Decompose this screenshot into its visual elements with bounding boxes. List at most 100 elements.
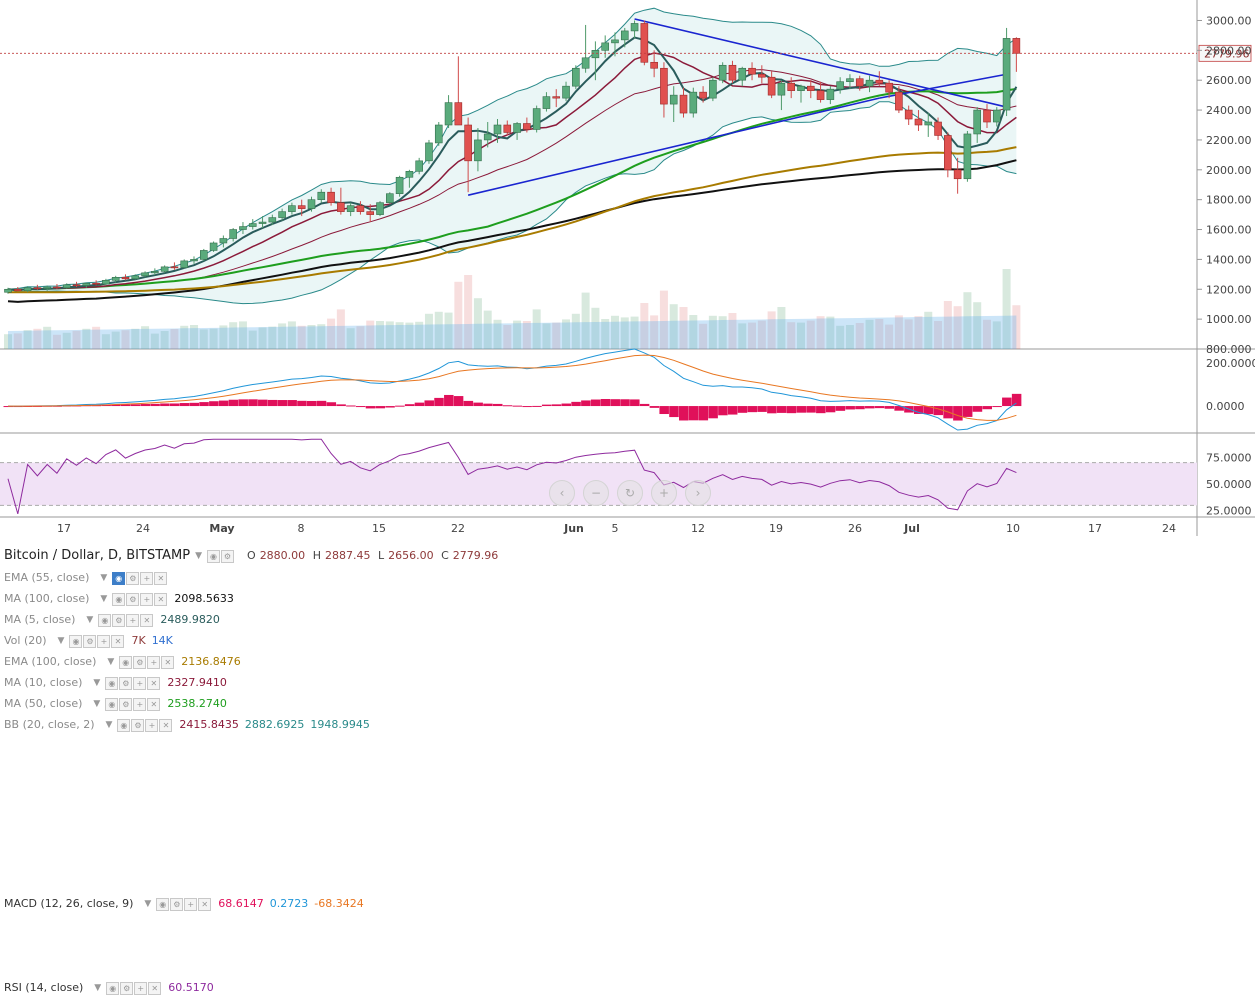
add-icon[interactable]: + [140, 571, 154, 585]
chevron-down-icon[interactable]: ▼ [107, 657, 115, 667]
settings-icon[interactable]: ⚙ [112, 613, 126, 627]
scroll-left-button[interactable]: ‹ [549, 480, 575, 506]
candle-body [200, 250, 208, 260]
volume-bar [591, 307, 600, 349]
chevron-down-icon[interactable]: ▼ [195, 551, 203, 561]
macd-histogram-bar [150, 403, 160, 407]
candle-body [160, 266, 169, 272]
ma-10-line [7, 52, 1017, 291]
macd-histogram-bar [297, 400, 307, 407]
volume-bar [219, 325, 228, 349]
eye-icon[interactable]: ◉ [117, 718, 131, 732]
volume-bar [699, 323, 708, 349]
settings-icon[interactable]: ⚙ [126, 592, 140, 606]
candle-body [464, 124, 472, 162]
eye-icon[interactable]: ◉ [207, 549, 221, 563]
close-icon[interactable]: ✕ [154, 592, 168, 606]
macd-histogram-bar [737, 406, 748, 413]
chevron-down-icon[interactable]: ▼ [100, 594, 108, 604]
add-icon[interactable]: + [147, 655, 161, 669]
volume-bar [395, 322, 404, 349]
price-tick-label: 2400.00 [1206, 104, 1252, 117]
candle-body [562, 85, 570, 99]
chevron-down-icon[interactable]: ▼ [105, 720, 113, 730]
chevron-down-icon[interactable]: ▼ [57, 636, 65, 646]
settings-icon[interactable]: ⚙ [83, 634, 97, 648]
settings-icon[interactable]: ⚙ [221, 549, 235, 563]
reset-button[interactable]: ↻ [617, 480, 643, 506]
close-icon[interactable]: ✕ [154, 571, 168, 585]
candle-body [816, 90, 825, 100]
eye-icon[interactable]: ◉ [119, 655, 133, 669]
settings-icon[interactable]: ⚙ [119, 697, 133, 711]
close-icon[interactable]: ✕ [147, 697, 161, 711]
zoom-out-button[interactable]: − [583, 480, 609, 506]
time-tick-label: 24 [136, 522, 150, 535]
macd-histogram-bar [258, 399, 268, 407]
zoom-in-button[interactable]: + [651, 480, 677, 506]
candle-body [248, 223, 257, 227]
price-tick-label: 2200.00 [1206, 134, 1252, 147]
eye-icon[interactable]: ◉ [69, 634, 83, 648]
eye-icon[interactable]: ◉ [112, 571, 126, 585]
settings-icon[interactable]: ⚙ [170, 897, 184, 911]
macd-histogram-bar [845, 406, 855, 410]
close-icon[interactable]: ✕ [111, 634, 125, 648]
chevron-down-icon[interactable]: ▼ [86, 615, 94, 625]
settings-icon[interactable]: ⚙ [133, 655, 147, 669]
add-icon[interactable]: + [140, 592, 154, 606]
candle-body [797, 85, 805, 91]
candle-body [669, 94, 678, 105]
scroll-right-button[interactable]: › [685, 480, 711, 506]
macd-histogram-bar [972, 406, 983, 412]
eye-icon[interactable]: ◉ [112, 592, 126, 606]
eye-icon[interactable]: ◉ [98, 613, 112, 627]
volume-bar [405, 322, 414, 349]
indicator-label: EMA (55, close) [4, 571, 90, 584]
volume-bar [503, 325, 512, 349]
settings-icon[interactable]: ⚙ [126, 571, 140, 585]
candle-body [33, 287, 42, 290]
indicator-label: MA (50, close) [4, 697, 83, 710]
candle-body [591, 50, 600, 59]
close-icon[interactable]: ✕ [159, 718, 173, 732]
add-icon[interactable]: + [126, 613, 140, 627]
add-icon[interactable]: + [97, 634, 111, 648]
volume-bar [1012, 305, 1021, 349]
settings-icon[interactable]: ⚙ [120, 981, 134, 995]
volume-bar [522, 321, 531, 349]
eye-icon[interactable]: ◉ [106, 981, 120, 995]
chevron-down-icon[interactable]: ▼ [94, 983, 102, 993]
chevron-down-icon[interactable]: ▼ [144, 899, 152, 909]
volume-bar [327, 318, 336, 349]
chevron-down-icon[interactable]: ▼ [93, 699, 101, 709]
price-chart[interactable]: 2779.96 3000.00 2800.00 2600.00 2400.00 2200.… [0, 0, 1255, 536]
close-icon[interactable]: ✕ [148, 981, 162, 995]
settings-icon[interactable]: ⚙ [119, 676, 133, 690]
volume-bar [121, 330, 130, 349]
settings-icon[interactable]: ⚙ [131, 718, 145, 732]
volume-bar [4, 334, 12, 349]
eye-icon[interactable]: ◉ [156, 897, 170, 911]
price-tick-label: 1000.00 [1206, 313, 1252, 326]
close-icon[interactable]: ✕ [161, 655, 175, 669]
candle-body [307, 199, 316, 209]
time-tick-label: Jul [903, 522, 920, 535]
eye-icon[interactable]: ◉ [105, 697, 119, 711]
add-icon[interactable]: + [133, 676, 147, 690]
eye-icon[interactable]: ◉ [105, 676, 119, 690]
volume-bar [865, 319, 874, 349]
add-icon[interactable]: + [133, 697, 147, 711]
chevron-down-icon[interactable]: ▼ [100, 573, 108, 583]
macd-histogram-bar [267, 399, 278, 407]
indicator-legend-row: MA (5, close) ▼ ◉ ⚙ + ✕ 2489.9820 [4, 610, 220, 630]
add-icon[interactable]: + [145, 718, 159, 732]
add-icon[interactable]: + [184, 897, 198, 911]
chevron-down-icon[interactable]: ▼ [93, 678, 101, 688]
volume-bar [953, 306, 962, 349]
rsi-label: RSI (14, close) [4, 981, 84, 994]
close-icon[interactable]: ✕ [140, 613, 154, 627]
close-icon[interactable]: ✕ [198, 897, 212, 911]
add-icon[interactable]: + [134, 981, 148, 995]
close-icon[interactable]: ✕ [147, 676, 161, 690]
